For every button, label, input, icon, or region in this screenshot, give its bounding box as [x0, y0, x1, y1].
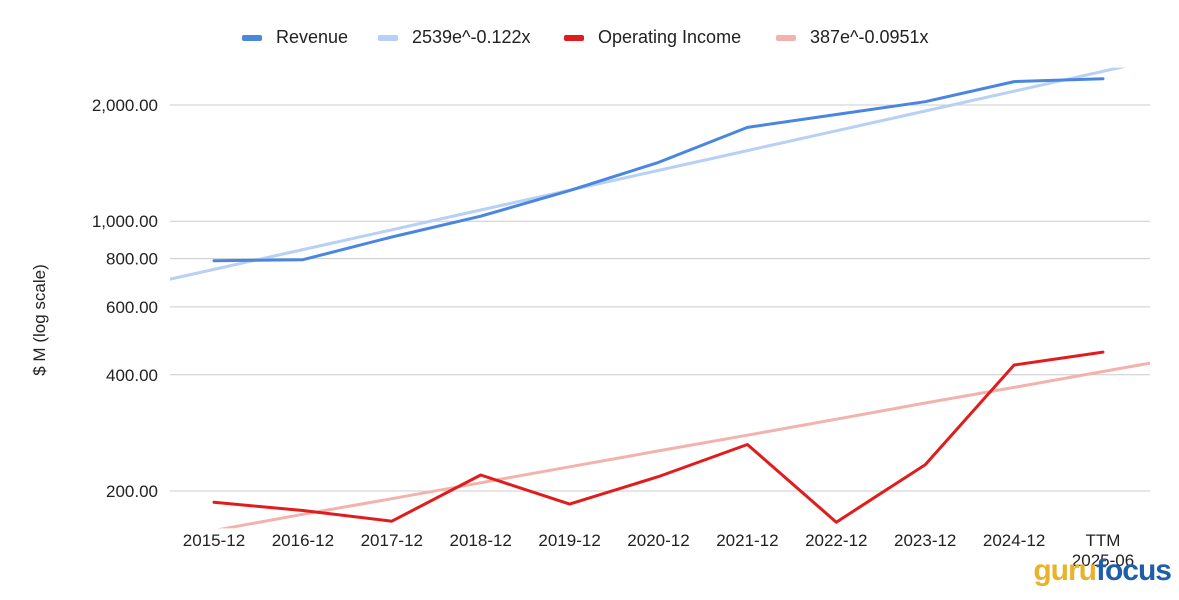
legend-item-revenue[interactable]: Revenue: [242, 27, 348, 48]
x-tick-label: 2023-12: [894, 531, 956, 550]
x-tick-label: 2015-12: [183, 531, 245, 550]
grid-lines: [170, 104, 1150, 492]
gurufocus-logo: gurufocus: [1033, 554, 1172, 588]
x-tick-labels: 2015-12 2016-12 2017-12 2018-12 2019-12 2020-…: [183, 531, 1134, 570]
series-line-387e-0-0951x: [217, 361, 1150, 529]
x-tick-label: 2024-12: [983, 531, 1045, 550]
legend-item-revenue-trend[interactable]: 2539e^-0.122x: [378, 27, 531, 48]
legend-label-operating-income-trend: 387e^-0.0951x: [810, 27, 929, 47]
x-tick-label: 2020-12: [627, 531, 689, 550]
legend-label-revenue-trend: 2539e^-0.122x: [412, 27, 531, 47]
logo-part-guru: guru: [1033, 554, 1097, 587]
y-tick-labels: 200.00 400.00 600.00 800.00 1,000.00 2,000.00: [92, 96, 158, 501]
y-tick-label: 1,000.00: [92, 212, 158, 231]
legend-swatch-operating-income: [564, 34, 584, 41]
y-tick-label: 200.00: [106, 482, 158, 501]
legend-swatch-revenue-trend: [378, 34, 398, 41]
legend: Revenue 2539e^-0.122x Operating Income 3…: [0, 27, 1179, 51]
legend-label-revenue: Revenue: [276, 27, 349, 47]
x-tick-label: 2016-12: [272, 531, 334, 550]
x-tick-label: TTM 2025-06: [1072, 531, 1134, 570]
series-lines: [170, 67, 1150, 529]
series-line-operating-income: [212, 350, 1105, 524]
y-tick-label: 2,000.00: [92, 96, 158, 115]
x-tick-label: 2021-12: [716, 531, 778, 550]
y-axis-label: $ M (log scale): [30, 264, 49, 376]
y-tick-label: 400.00: [106, 366, 158, 385]
x-tick-label: 2019-12: [538, 531, 600, 550]
y-tick-label: 600.00: [106, 298, 158, 317]
legend-swatch-revenue: [242, 34, 262, 41]
x-tick-label: 2022-12: [805, 531, 867, 550]
legend-item-operating-income-trend[interactable]: 387e^-0.0951x: [776, 27, 929, 48]
series-line-2539e-0-122x: [170, 67, 1127, 281]
logo-part-focus: focus: [1095, 554, 1172, 587]
legend-label-operating-income: Operating Income: [598, 27, 742, 47]
series-line-revenue: [212, 77, 1105, 263]
legend-swatch-operating-income-trend: [776, 34, 796, 41]
x-tick-label: 2017-12: [361, 531, 423, 550]
y-tick-label: 800.00: [106, 250, 158, 269]
legend-item-operating-income[interactable]: Operating Income: [564, 27, 741, 48]
x-tick-label: 2018-12: [450, 531, 512, 550]
